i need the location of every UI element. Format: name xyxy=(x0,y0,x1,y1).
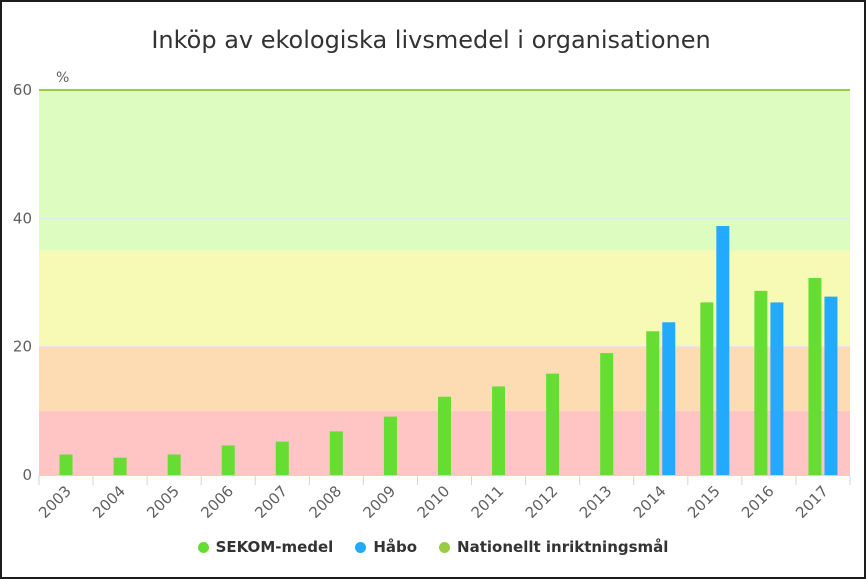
bar-sekom-2012[interactable] xyxy=(546,373,560,475)
legend-label-sekom: SEKOM-medel xyxy=(215,538,334,556)
bar-sekom-2014[interactable] xyxy=(646,331,660,475)
x-tick-label: 2007 xyxy=(251,482,291,522)
x-tick-label: 2004 xyxy=(89,482,129,522)
x-tick-label: 2012 xyxy=(522,482,562,522)
bar-sekom-2004[interactable] xyxy=(113,457,127,475)
bar-sekom-2013[interactable] xyxy=(600,353,614,475)
x-tick-label: 2015 xyxy=(684,482,724,522)
legend-marker-nationellt xyxy=(439,541,451,553)
bar-sekom-2017[interactable] xyxy=(808,278,822,475)
bar-sekom-2015[interactable] xyxy=(700,302,714,475)
x-tick-label: 2013 xyxy=(576,482,616,522)
legend-label-habo: Håbo xyxy=(373,538,418,556)
legend-marker-habo xyxy=(355,541,367,553)
bars xyxy=(39,89,850,475)
y-tick-label: 0 xyxy=(22,466,32,484)
bar-sekom-2007[interactable] xyxy=(275,441,289,475)
bar-habo-2016[interactable] xyxy=(770,302,784,475)
x-tick-label: 2017 xyxy=(792,482,832,522)
bar-sekom-2006[interactable] xyxy=(221,445,235,475)
legend-item-sekom[interactable]: SEKOM-medel xyxy=(197,538,334,556)
bar-habo-2014[interactable] xyxy=(662,322,676,475)
legend-label-nationellt: Nationellt inriktningsmål xyxy=(457,538,669,556)
legend-item-habo[interactable]: Håbo xyxy=(355,538,417,556)
y-tick-label: 60 xyxy=(13,81,32,99)
bar-sekom-2011[interactable] xyxy=(492,386,506,475)
x-tick-label: 2003 xyxy=(35,482,75,522)
legend: SEKOM-medel Håbo Nationellt inriktningsm… xyxy=(0,538,866,556)
x-tick-label: 2006 xyxy=(197,482,237,522)
x-tick-label: 2008 xyxy=(305,482,345,522)
bar-sekom-2005[interactable] xyxy=(167,454,181,475)
legend-marker-sekom xyxy=(197,541,209,553)
y-tick-label: 40 xyxy=(13,209,32,227)
bar-sekom-2016[interactable] xyxy=(754,290,768,475)
band-3 xyxy=(39,90,850,251)
bar-habo-2017[interactable] xyxy=(824,296,838,475)
x-tick-label: 2014 xyxy=(630,482,670,522)
legend-item-nationellt[interactable]: Nationellt inriktningsmål xyxy=(439,538,668,556)
y-axis-unit: % xyxy=(56,70,69,86)
x-tick-label: 2011 xyxy=(468,482,508,522)
band-2 xyxy=(39,250,850,347)
bar-sekom-2010[interactable] xyxy=(438,396,451,475)
x-tick-label: 2009 xyxy=(360,482,400,522)
x-tick-label: 2005 xyxy=(143,482,183,522)
bar-habo-2015[interactable] xyxy=(716,226,730,475)
y-tick-label: 20 xyxy=(13,338,32,356)
x-tick-label: 2010 xyxy=(414,482,454,522)
bar-sekom-2003[interactable] xyxy=(59,454,73,475)
bar-sekom-2009[interactable] xyxy=(383,416,397,475)
chart-title: Inköp av ekologiska livsmedel i organisa… xyxy=(151,26,710,54)
bar-sekom-2008[interactable] xyxy=(329,431,343,475)
x-tick-label: 2016 xyxy=(738,482,778,522)
